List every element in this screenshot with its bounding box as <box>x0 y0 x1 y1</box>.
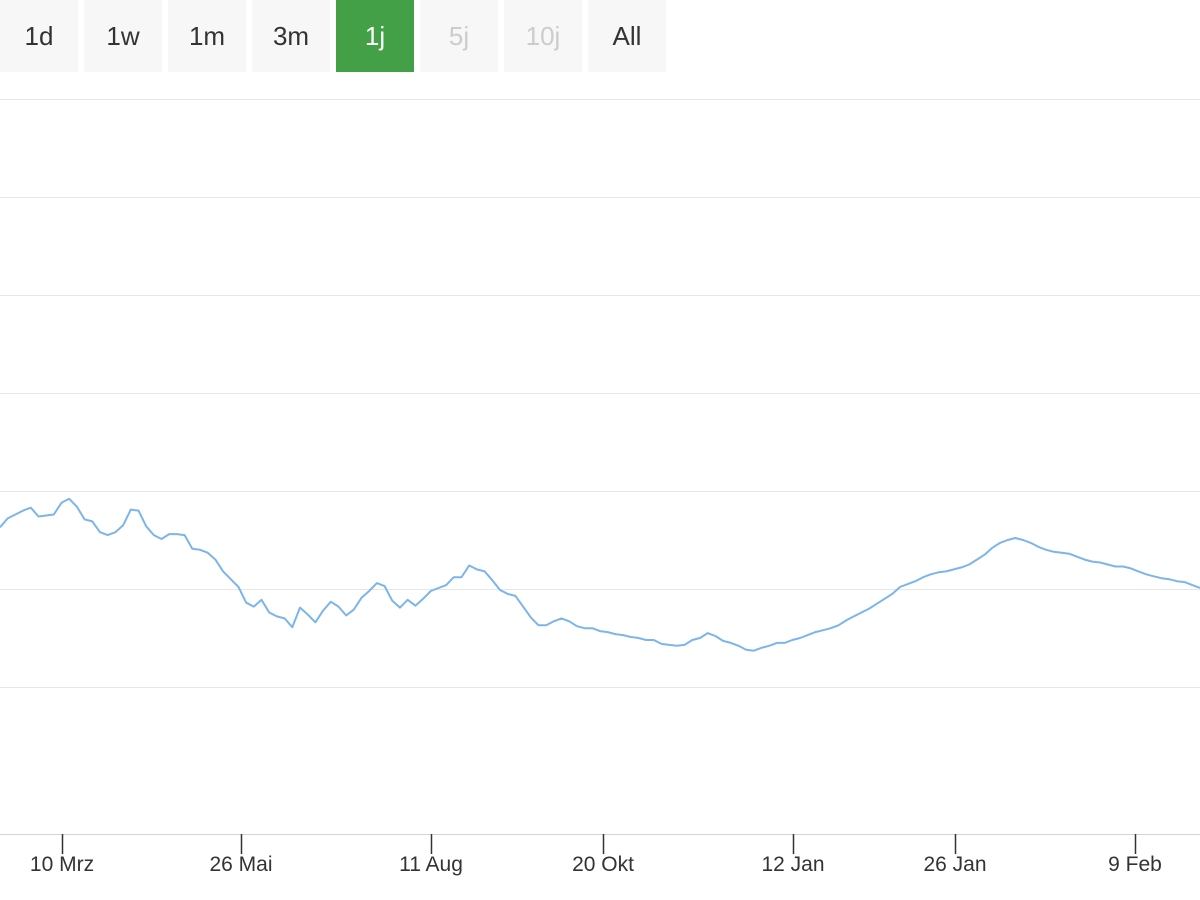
x-axis: 10 Mrz 26 Mai 11 Aug 20 Okt 12 Jan 26 Jan 9 Fe… <box>0 834 1200 876</box>
range-button-1d[interactable]: 1d <box>0 0 78 72</box>
x-tick-label: 26 Mai <box>209 853 272 876</box>
range-button-1j[interactable]: 1j <box>336 0 414 72</box>
x-tick-label: 11 Aug <box>399 853 463 876</box>
x-tick-label: 20 Okt <box>572 853 634 876</box>
x-tick-label: 12 Jan <box>761 853 824 876</box>
range-selector: 1d 1w 1m 3m 1j 5j 10j All <box>0 0 672 72</box>
range-button-label: 1w <box>106 20 140 51</box>
series-line[interactable] <box>0 497 1200 652</box>
series-layer <box>0 497 1200 652</box>
range-button-label: 1j <box>364 20 386 51</box>
range-button-10j: 10j <box>504 0 582 72</box>
range-button-3m[interactable]: 3m <box>252 0 330 72</box>
range-button-label: 3m <box>272 20 310 51</box>
x-tick-label: 9 Feb <box>1108 853 1162 876</box>
range-button-1m[interactable]: 1m <box>168 0 246 72</box>
range-button-label: 1d <box>24 20 54 51</box>
range-button-all[interactable]: All <box>588 0 666 72</box>
range-button-1w[interactable]: 1w <box>84 0 162 72</box>
range-button-label: 10j <box>525 20 561 51</box>
range-button-label: All <box>612 20 642 51</box>
range-button-label: 1m <box>188 20 226 51</box>
x-tick-label: 26 Jan <box>923 853 986 876</box>
grid-lines <box>0 99 1200 688</box>
range-button-label: 5j <box>448 20 470 51</box>
range-button-5j: 5j <box>420 0 498 72</box>
x-tick-label: 10 Mrz <box>30 853 94 876</box>
